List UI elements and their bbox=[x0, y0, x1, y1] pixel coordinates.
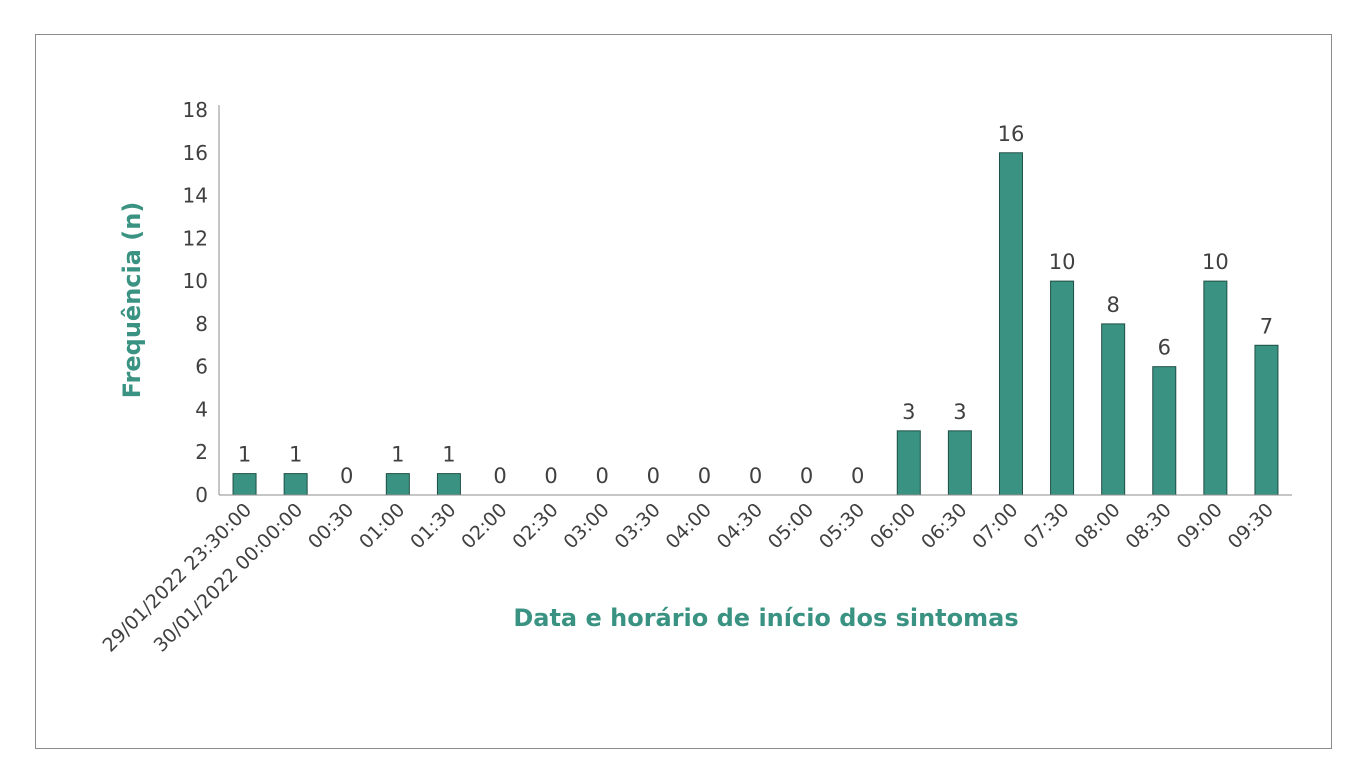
data-label: 3 bbox=[902, 400, 915, 424]
y-tick-label: 10 bbox=[183, 269, 208, 293]
bar bbox=[283, 473, 308, 496]
bar bbox=[1254, 344, 1279, 496]
y-tick-label: 16 bbox=[183, 141, 208, 165]
x-tick-label: 06:30 bbox=[917, 499, 971, 553]
y-tick-label: 2 bbox=[195, 440, 208, 464]
data-label: 0 bbox=[647, 464, 660, 488]
data-label: 16 bbox=[998, 122, 1025, 146]
data-label: 10 bbox=[1049, 250, 1076, 274]
bar bbox=[436, 473, 461, 496]
bar bbox=[1203, 280, 1228, 496]
x-tick-label: 04:30 bbox=[713, 499, 767, 553]
y-tick-label: 4 bbox=[195, 397, 208, 421]
bar bbox=[385, 473, 410, 496]
bar bbox=[1050, 280, 1075, 496]
y-axis-title: Frequência (n) bbox=[118, 202, 146, 399]
x-tick-label: 05:00 bbox=[764, 499, 818, 553]
y-tick-label: 12 bbox=[183, 226, 208, 250]
data-label: 0 bbox=[544, 464, 557, 488]
y-tick-label: 8 bbox=[195, 312, 208, 336]
bar bbox=[232, 473, 257, 496]
x-tick-label: 08:30 bbox=[1122, 499, 1176, 553]
bar bbox=[947, 430, 972, 496]
bar bbox=[1101, 323, 1126, 496]
x-tick-label: 02:00 bbox=[457, 499, 511, 553]
data-label: 6 bbox=[1158, 336, 1171, 360]
data-label: 3 bbox=[953, 400, 966, 424]
data-label: 10 bbox=[1202, 250, 1229, 274]
data-label: 1 bbox=[442, 443, 455, 467]
data-label: 0 bbox=[493, 464, 506, 488]
y-tick-label: 14 bbox=[183, 184, 208, 208]
y-tick-label: 18 bbox=[183, 98, 208, 122]
x-tick-label: 07:30 bbox=[1019, 499, 1073, 553]
x-tick-label: 09:30 bbox=[1224, 499, 1278, 553]
bar bbox=[1152, 366, 1177, 496]
data-label: 0 bbox=[698, 464, 711, 488]
x-tick-label: 06:00 bbox=[866, 499, 920, 553]
data-label: 1 bbox=[391, 443, 404, 467]
y-axis-ticks: 0 2 4 6 8 10 12 14 16 18 bbox=[183, 98, 208, 507]
bar bbox=[896, 430, 921, 496]
x-axis-title: Data e horário de início dos sintomas bbox=[513, 604, 1018, 632]
x-tick-label: 09:00 bbox=[1173, 499, 1227, 553]
data-label: 1 bbox=[238, 443, 251, 467]
data-label: 0 bbox=[749, 464, 762, 488]
bars bbox=[232, 152, 1279, 496]
x-tick-label: 01:30 bbox=[406, 499, 460, 553]
x-tick-label: 04:00 bbox=[662, 499, 716, 553]
data-label: 8 bbox=[1106, 293, 1119, 317]
data-label: 1 bbox=[289, 443, 302, 467]
data-label: 0 bbox=[851, 464, 864, 488]
data-label: 0 bbox=[800, 464, 813, 488]
x-tick-label: 03:30 bbox=[611, 499, 665, 553]
data-label: 0 bbox=[340, 464, 353, 488]
x-tick-label: 08:00 bbox=[1070, 499, 1124, 553]
data-label: 7 bbox=[1260, 314, 1273, 338]
y-tick-label: 0 bbox=[195, 483, 208, 507]
x-tick-label: 05:30 bbox=[815, 499, 869, 553]
x-tick-label: 02:30 bbox=[508, 499, 562, 553]
x-tick-label: 01:00 bbox=[355, 499, 409, 553]
x-tick-label: 00:30 bbox=[304, 499, 358, 553]
bar bbox=[998, 152, 1023, 496]
data-label: 0 bbox=[596, 464, 609, 488]
x-tick-label: 03:00 bbox=[559, 499, 613, 553]
y-tick-label: 6 bbox=[195, 355, 208, 379]
x-tick-label: 07:00 bbox=[968, 499, 1022, 553]
